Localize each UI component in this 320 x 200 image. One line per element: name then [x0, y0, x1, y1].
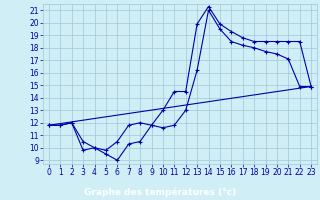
- Text: Graphe des températures (°c): Graphe des températures (°c): [84, 188, 236, 197]
